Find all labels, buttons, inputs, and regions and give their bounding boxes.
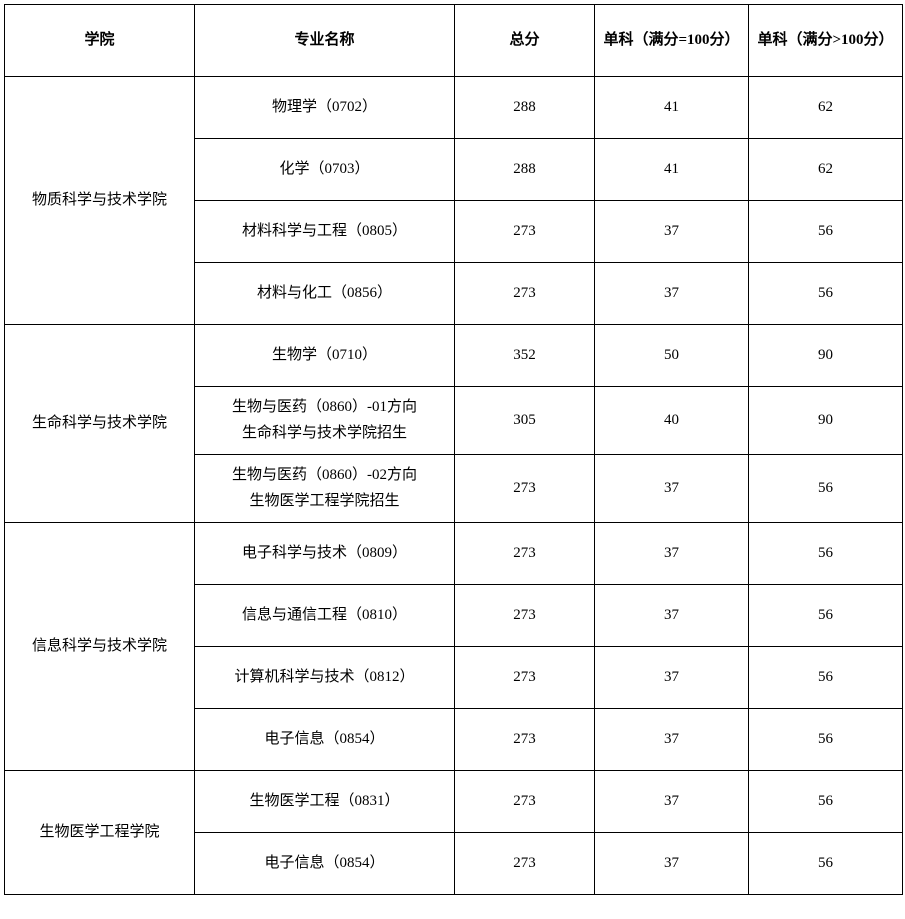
cell-sub100: 37: [595, 585, 749, 647]
cell-major: 物理学（0702）: [195, 77, 455, 139]
cell-subover100: 56: [749, 201, 903, 263]
cell-total: 273: [455, 523, 595, 585]
cell-total: 352: [455, 325, 595, 387]
table-body: 物质科学与技术学院物理学（0702）2884162化学（0703）2884162…: [5, 77, 903, 895]
cell-total: 273: [455, 647, 595, 709]
cell-major: 材料科学与工程（0805）: [195, 201, 455, 263]
cell-total: 273: [455, 771, 595, 833]
cell-major: 计算机科学与技术（0812）: [195, 647, 455, 709]
cell-subover100: 56: [749, 647, 903, 709]
cell-subover100: 56: [749, 585, 903, 647]
cell-major: 电子科学与技术（0809）: [195, 523, 455, 585]
cell-school: 生命科学与技术学院: [5, 325, 195, 523]
cell-sub100: 37: [595, 201, 749, 263]
cell-subover100: 90: [749, 387, 903, 455]
cell-school: 生物医学工程学院: [5, 771, 195, 895]
cell-total: 273: [455, 201, 595, 263]
cell-total: 273: [455, 585, 595, 647]
cell-total: 288: [455, 77, 595, 139]
header-subover100: 单科（满分>100分）: [749, 5, 903, 77]
cell-major: 电子信息（0854）: [195, 833, 455, 895]
cell-sub100: 37: [595, 709, 749, 771]
cell-sub100: 41: [595, 139, 749, 201]
cell-major: 生物学（0710）: [195, 325, 455, 387]
cell-sub100: 40: [595, 387, 749, 455]
table-row: 生命科学与技术学院生物学（0710）3525090: [5, 325, 903, 387]
cell-total: 273: [455, 263, 595, 325]
header-major: 专业名称: [195, 5, 455, 77]
cell-subover100: 56: [749, 455, 903, 523]
cell-sub100: 37: [595, 455, 749, 523]
cell-sub100: 50: [595, 325, 749, 387]
cell-sub100: 37: [595, 771, 749, 833]
cell-subover100: 56: [749, 709, 903, 771]
cell-total: 305: [455, 387, 595, 455]
cell-total: 273: [455, 455, 595, 523]
cell-subover100: 56: [749, 523, 903, 585]
cell-school: 物质科学与技术学院: [5, 77, 195, 325]
table-header-row: 学院 专业名称 总分 单科（满分=100分） 单科（满分>100分）: [5, 5, 903, 77]
cell-major: 电子信息（0854）: [195, 709, 455, 771]
cell-total: 273: [455, 709, 595, 771]
table-row: 信息科学与技术学院电子科学与技术（0809）2733756: [5, 523, 903, 585]
header-school: 学院: [5, 5, 195, 77]
cell-major: 生物与医药（0860）-02方向生物医学工程学院招生: [195, 455, 455, 523]
cell-major: 材料与化工（0856）: [195, 263, 455, 325]
cell-major: 生物与医药（0860）-01方向生命科学与技术学院招生: [195, 387, 455, 455]
cell-total: 273: [455, 833, 595, 895]
cell-subover100: 62: [749, 77, 903, 139]
cell-subover100: 56: [749, 833, 903, 895]
cell-subover100: 62: [749, 139, 903, 201]
cell-sub100: 37: [595, 833, 749, 895]
header-sub100: 单科（满分=100分）: [595, 5, 749, 77]
score-table: 学院 专业名称 总分 单科（满分=100分） 单科（满分>100分） 物质科学与…: [4, 4, 903, 895]
cell-major: 信息与通信工程（0810）: [195, 585, 455, 647]
table-row: 物质科学与技术学院物理学（0702）2884162: [5, 77, 903, 139]
cell-major: 化学（0703）: [195, 139, 455, 201]
cell-total: 288: [455, 139, 595, 201]
cell-major: 生物医学工程（0831）: [195, 771, 455, 833]
cell-subover100: 56: [749, 263, 903, 325]
cell-school: 信息科学与技术学院: [5, 523, 195, 771]
table-row: 生物医学工程学院生物医学工程（0831）2733756: [5, 771, 903, 833]
cell-sub100: 41: [595, 77, 749, 139]
cell-sub100: 37: [595, 523, 749, 585]
cell-sub100: 37: [595, 647, 749, 709]
header-total: 总分: [455, 5, 595, 77]
cell-subover100: 56: [749, 771, 903, 833]
cell-sub100: 37: [595, 263, 749, 325]
cell-subover100: 90: [749, 325, 903, 387]
